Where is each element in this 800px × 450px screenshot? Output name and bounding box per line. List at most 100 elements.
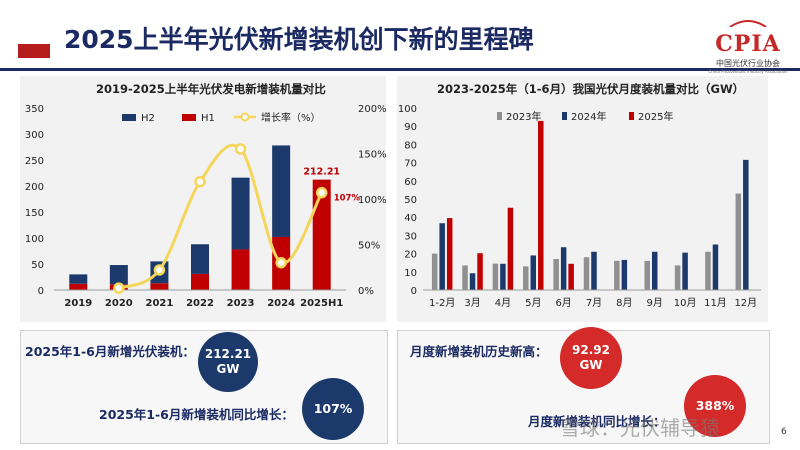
right-stats-card: 月度新增装机历史新高： 92.92 GW 月度新增装机同比增长： 388% [397,327,770,444]
bar-2023年 [492,263,499,290]
y-left-tick-label: 150 [25,208,44,219]
h1-installation-value: 212.21 [204,347,252,361]
growth-rate-line [118,143,324,290]
x-tick-label: 2021 [146,298,174,309]
bar-2024年 [439,223,445,290]
bar-2023年 [614,260,620,290]
bar-2024年 [651,251,658,290]
bar-2024年 [530,255,537,290]
y-left-tick-label: 0 [38,286,44,297]
bar-h1 [231,249,250,290]
logo-cn: 中国光伏行业协会 [716,59,780,68]
right-chart-panel: 2023-2025年（1-6月）我国光伏月度装机量对比（GW） 0 10 20 30 4… [397,76,768,322]
growth-rate-point [194,175,206,188]
y-tick-label: 30 [404,231,417,242]
monthly-growth-label: 月度新增装机同比增长： [528,414,666,429]
y-right-tick-label: 150% [358,150,386,161]
legend-label-growth: 增长率（%） [261,111,321,124]
bar-2023年 [644,260,650,290]
title-accent [18,44,50,58]
bar-h2 [109,265,128,285]
y-right-tick-label: 0% [358,286,374,297]
x-tick-label: 11月 [704,297,727,309]
monthly-record-unit: GW [579,358,603,372]
h1-growth-label: 2025年1-6月新增装机同比增长： [99,407,294,422]
logo-sun-icon [729,20,767,28]
bar-2024年 [469,273,476,290]
growth-rate-point [153,264,166,276]
bar-h1 [69,283,88,290]
legend-swatch-h1 [182,114,196,121]
monthly-growth-value: 388% [695,398,735,414]
monthly-record-label: 月度新增装机历史新高： [410,344,548,359]
annual-installation-chart: 0 50 100 150 200 250 300 350 0% 50% 100% 150% 200% 20… [25,104,386,309]
bar-2024年 [560,247,567,290]
bar-2023年 [431,253,438,290]
y-left-tick-label: 200 [25,182,44,193]
y-left-tick-label: 100 [25,234,44,245]
legend-label: 2025年 [638,110,673,123]
legend-swatch [497,112,502,120]
y-right-tick-label: 200% [358,104,386,115]
x-tick-label: 2020 [105,298,133,309]
x-tick-label: 6月 [555,297,571,309]
watermark: 雪球：光伏辅导猿 [560,416,720,440]
legend-swatch-h2 [122,114,136,121]
x-tick-label: 1-2月 [429,297,455,309]
right-chart-title: 2023-2025年（1-6月）我国光伏月度装机量对比（GW） [437,82,745,96]
title-bar: 2025上半年光伏新增装机创下新的里程碑 [18,8,718,60]
legend-label-h1: H1 [201,113,215,124]
growth-rate-point [113,282,125,294]
y-right-tick-label: 50% [358,241,380,252]
x-tick-label: 9月 [647,297,663,309]
left-chart-title: 2019-2025上半年光伏发电新增装机量对比 [96,82,326,96]
bar-2023年 [735,193,742,290]
y-left-tick-label: 300 [25,130,44,141]
x-tick-label: 10月 [674,297,697,309]
bar-2023年 [523,266,529,290]
bar-2023年 [462,265,468,290]
left-stats-card: 2025年1-6月新增光伏装机： 212.21 GW 2025年1-6月新增装机同… [20,330,388,444]
y-left-tick-label: 50 [31,260,44,271]
page-title: 2025上半年光伏新增装机创下新的里程碑 [64,25,534,54]
growth-rate-point [234,143,247,155]
x-tick-label: 2023 [227,298,255,309]
y-tick-label: 90 [404,122,417,133]
y-right-tick-label: 100% [358,195,386,206]
monthly-installation-chart: 0 10 20 30 40 50 60 70 80 90 100 1-2月 3月 4月 5月 6月 7月 8月 9月… [398,104,761,309]
logo-wordmark: CPIA [715,31,781,57]
bar-h1 [150,283,169,290]
legend-label: 2024年 [571,110,606,123]
y-tick-label: 50 [404,195,417,206]
x-tick-label: 3月 [464,297,480,309]
monthly-record-badge: 92.92 GW [560,327,622,389]
y-tick-label: 80 [404,140,417,151]
y-tick-label: 40 [404,213,417,224]
value-label-2025h1: 212.21 [303,167,340,178]
x-tick-label: 2024 [267,298,295,309]
y-tick-label: 70 [404,159,417,170]
h1-growth-badge: 107% [302,378,364,440]
legend-swatch [562,112,567,120]
y-tick-label: 0 [411,286,417,297]
h1-installation-unit: GW [216,362,240,376]
bar-h2 [272,145,291,237]
monthly-growth-badge: 388% [684,375,746,437]
bar-2025年 [477,253,483,290]
title-rule [0,68,800,71]
legend-label-h2: H2 [141,113,155,124]
bar-h2 [191,244,209,274]
bar-2024年 [500,263,506,290]
x-tick-label: 2019 [64,298,92,309]
bar-2023年 [553,259,559,290]
page-number: 6 [781,427,787,437]
x-tick-label: 12月 [734,297,757,309]
bar-2023年 [583,257,590,290]
growth-rate-point [315,186,328,199]
bar-2024年 [591,251,597,290]
left-chart-panel: 2019-2025上半年光伏发电新增装机量对比 0 50 100 150 200 250 3… [20,76,386,322]
bar-h2 [231,177,250,250]
logo-en: China Photovoltaic Industry Association [708,69,788,74]
x-tick-label: 2025H1 [300,298,343,309]
y-left-tick-label: 250 [25,156,44,167]
